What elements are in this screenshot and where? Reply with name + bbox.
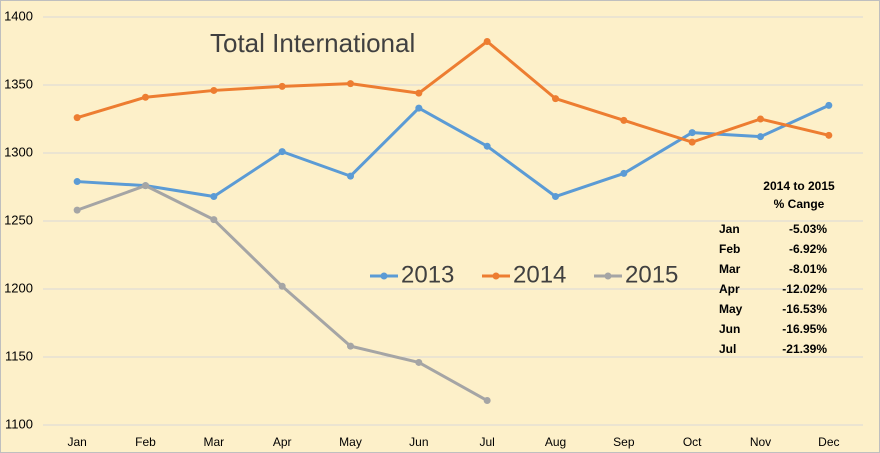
table-change: -16.53% xyxy=(782,302,827,316)
y-tick-label: 1100 xyxy=(5,416,33,431)
data-point xyxy=(142,182,149,190)
data-point xyxy=(347,80,354,88)
data-point xyxy=(210,216,218,224)
table-month: May xyxy=(719,302,743,316)
data-point xyxy=(688,129,696,137)
data-point xyxy=(415,104,423,112)
table-change: -12.02% xyxy=(782,282,827,296)
table-month: Jun xyxy=(719,322,740,336)
data-point xyxy=(483,397,491,405)
x-tick-label: May xyxy=(339,435,362,449)
x-tick-label: Apr xyxy=(273,435,292,449)
data-point xyxy=(278,82,286,90)
legend-label: 2013 xyxy=(401,261,454,288)
data-point xyxy=(688,138,696,146)
x-tick-label: Nov xyxy=(750,435,771,449)
legend-label: 2015 xyxy=(625,261,678,288)
table-change: -16.95% xyxy=(782,322,827,336)
data-point xyxy=(620,116,628,124)
table-header: % Cange xyxy=(774,197,825,211)
table-change: -6.92% xyxy=(789,242,827,256)
data-point xyxy=(347,342,354,350)
data-point xyxy=(483,37,491,45)
data-point xyxy=(73,206,81,214)
series-line xyxy=(76,39,830,144)
table-change: -21.39% xyxy=(782,342,827,356)
table-change: -5.03% xyxy=(789,222,827,236)
x-tick-label: Jan xyxy=(67,435,86,449)
data-point xyxy=(278,282,286,290)
table-month: Feb xyxy=(719,242,740,256)
data-point xyxy=(825,101,833,109)
data-point xyxy=(73,114,81,122)
data-point xyxy=(552,193,559,201)
x-tick-label: Mar xyxy=(203,435,224,449)
data-point xyxy=(620,169,628,177)
data-point xyxy=(142,93,149,101)
data-point xyxy=(483,142,491,150)
data-point xyxy=(210,193,218,201)
chart-title: Total International xyxy=(210,28,415,58)
x-tick-label: Aug xyxy=(545,435,566,449)
y-tick-label: 1150 xyxy=(5,348,33,363)
x-tick-label: Feb xyxy=(135,435,156,449)
table-month: Apr xyxy=(719,282,740,296)
y-tick-label: 1250 xyxy=(4,212,33,227)
data-point xyxy=(757,115,764,123)
x-tick-label: Oct xyxy=(683,435,702,449)
series-line xyxy=(77,104,830,199)
data-point xyxy=(825,131,833,139)
data-point xyxy=(757,133,764,141)
data-point xyxy=(415,358,423,366)
y-tick-label: 1300 xyxy=(4,144,33,159)
x-tick-label: Sep xyxy=(613,435,635,449)
table-header: 2014 to 2015 xyxy=(763,179,835,193)
y-tick-label: 1200 xyxy=(4,280,33,295)
data-point xyxy=(415,89,423,97)
legend-marker xyxy=(380,272,388,280)
data-point xyxy=(347,172,354,180)
table-month: Jan xyxy=(719,222,740,236)
legend-marker xyxy=(492,272,500,280)
data-point xyxy=(210,86,218,94)
legend-marker xyxy=(604,272,612,280)
data-point xyxy=(278,148,286,156)
x-tick-label: Jul xyxy=(479,435,494,449)
table-month: Mar xyxy=(719,262,741,276)
legend-label: 2014 xyxy=(513,261,566,288)
x-tick-label: Dec xyxy=(818,435,839,449)
data-point xyxy=(552,95,559,103)
y-tick-label: 1400 xyxy=(4,8,33,23)
table-month: Jul xyxy=(719,342,736,356)
x-tick-label: Jun xyxy=(409,435,428,449)
table-change: -8.01% xyxy=(789,262,827,276)
y-tick-label: 1350 xyxy=(4,76,33,91)
data-point xyxy=(73,178,81,186)
